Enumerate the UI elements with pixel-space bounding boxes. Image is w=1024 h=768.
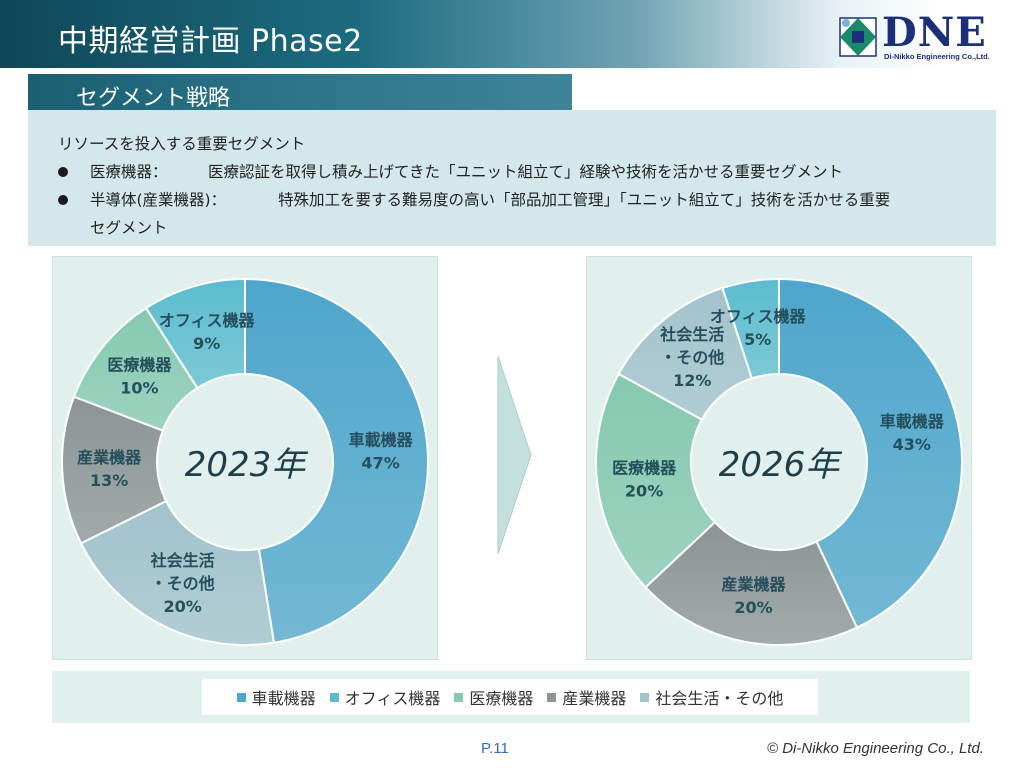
bullet-medical-text: 医療認証を取得し積み上げてきた「ユニット組立て」経験や技術を活かせる重要セグメン…	[208, 163, 844, 181]
copyright: © Di-Nikko Engineering Co., Ltd.	[767, 740, 984, 757]
legend-label: オフィス機器	[344, 689, 441, 708]
slice-label: 産業機器 13%	[77, 448, 142, 490]
bullet-medical-label: 医療機器：	[90, 163, 168, 181]
legend-label: 社会生活・その他	[655, 689, 784, 708]
company-logo: DNE Di-Nikko Engineering Co.,Ltd.	[838, 9, 998, 62]
page-number: P.11	[481, 740, 509, 757]
chart-panel-2023: 車載機器 47% 社会生活・その他 20% 産業機器 13% 医療機器 10% オフィス機器 9%…	[52, 256, 438, 660]
legend-item: 産業機器	[547, 685, 626, 709]
pie-slice	[721, 277, 780, 380]
legend-label: 車載機器	[251, 689, 316, 708]
section-title: セグメント戦略	[76, 86, 231, 111]
slice-label: 産業機器 20%	[722, 575, 787, 617]
slice-label: 車載機器 43%	[880, 412, 945, 454]
pie-slice	[144, 277, 246, 390]
legend-label: 医療機器	[469, 689, 534, 708]
slice-label: 車載機器 47%	[349, 431, 414, 473]
slice-label: 医療機器 20%	[612, 459, 677, 501]
pie-slice	[644, 520, 859, 646]
chart-panel-2026: 車載機器 43% 産業機器 20% 医療機器 20% 社会生活・その他 12% オフィス機器 5%…	[586, 256, 972, 660]
legend-swatch	[547, 692, 557, 702]
bullet-semiconductor-text-cont: セグメント	[90, 219, 168, 237]
chart-center-label: 2026年	[719, 445, 843, 485]
legend-label: 産業機器	[562, 689, 627, 708]
donut-chart-2026: 車載機器 43% 産業機器 20% 医療機器 20% 社会生活・その他 12%オフィス機器 5%…	[595, 277, 963, 646]
legend-swatch	[640, 692, 650, 702]
legend-swatch	[329, 692, 339, 702]
bullet-dot	[58, 167, 68, 177]
legend-item: 医療機器	[454, 685, 533, 709]
section-title-bar: セグメント戦略	[28, 74, 572, 114]
legend-item: 車載機器	[236, 685, 316, 709]
bullet-semiconductor-text: 特殊加工を要する難易度の高い「部品加工管理」「ユニット組立て」技術を活かせる重要	[278, 191, 891, 209]
legend-item: 社会生活・その他	[640, 685, 783, 709]
dne-logo-icon	[839, 17, 877, 57]
slice-label: 社会生活・その他 12%	[659, 325, 724, 390]
page-title: 中期経営計画 Phase2	[58, 24, 363, 59]
bullet-dot	[58, 195, 68, 205]
chart-center-label: 2023年	[185, 445, 309, 485]
summary-box: リソースを投入する重要セグメント 医療機器： 医療認証を取得し積み上げてきた「ユ…	[28, 110, 996, 246]
legend-swatch	[454, 692, 464, 702]
pie-slice	[595, 372, 717, 589]
pie-slice	[778, 277, 963, 629]
chevron-right-icon	[497, 355, 532, 555]
donut-chart-2023: 車載機器 47% 社会生活・その他 20% 産業機器 13% 医療機器 10%オフィス機器 9%…	[61, 277, 429, 646]
slice-label: オフィス機器 9%	[159, 311, 256, 353]
summary-heading: リソースを投入する重要セグメント	[58, 135, 306, 153]
slice-label: 社会生活・その他 20%	[150, 551, 215, 616]
legend-swatch	[236, 692, 246, 702]
pie-slice	[244, 277, 429, 644]
legend-item: オフィス機器	[329, 685, 441, 709]
chart-legend: 車載機器 オフィス機器 医療機器 産業機器 社会生活・その他	[52, 671, 970, 723]
logo-subtitle: Di-Nikko Engineering Co.,Ltd.	[884, 52, 990, 61]
logo-text: DNE	[882, 9, 987, 56]
slice-label: オフィス機器 5%	[710, 307, 807, 349]
pie-slice	[79, 499, 276, 646]
header-bar: 中期経営計画 Phase2 DNE Di-Nikko Engineering C…	[0, 0, 1024, 68]
slice-label: 医療機器 10%	[107, 356, 172, 398]
bullet-semiconductor-label: 半導体(産業機器)：	[90, 191, 227, 209]
